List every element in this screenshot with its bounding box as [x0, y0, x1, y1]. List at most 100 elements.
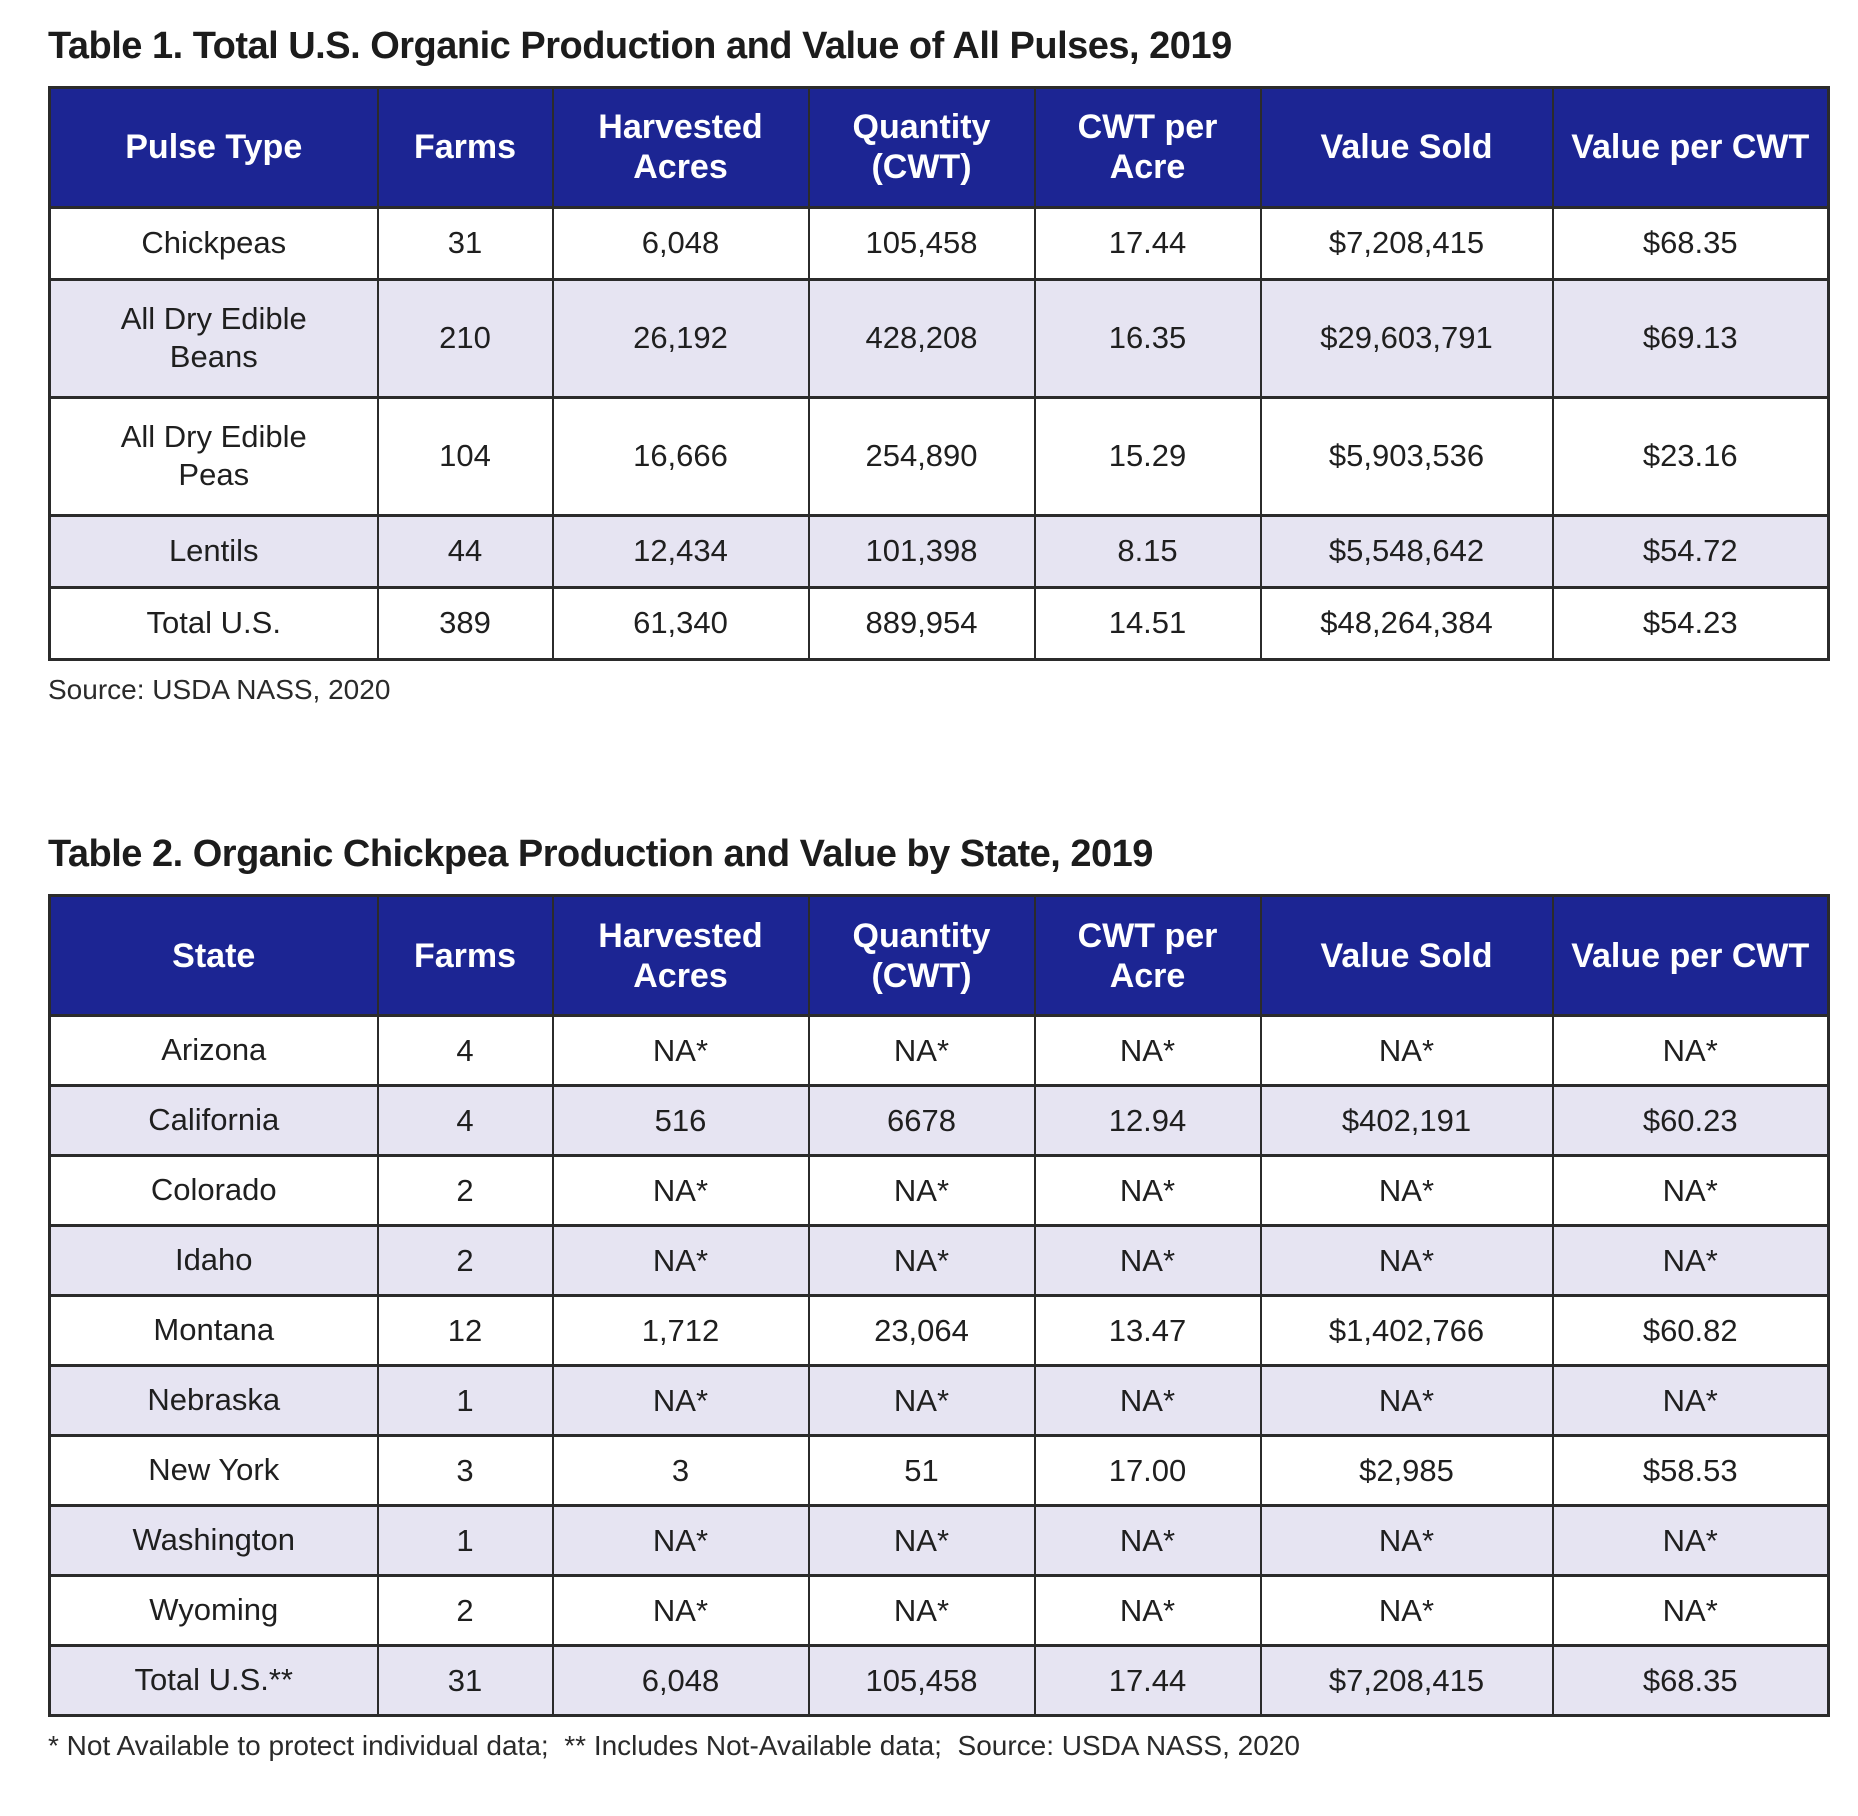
column-header-quantity-cwt: Quantity (CWT) — [807, 85, 1036, 209]
table-cell: NA* — [1033, 1224, 1262, 1298]
table-cell: $23.16 — [1551, 395, 1830, 517]
table-cell: 1,712 — [551, 1294, 810, 1368]
table-cell: 16.35 — [1033, 277, 1262, 399]
table-row-montana: Montana 12 1,712 23,064 13.47 $1,402,766… — [48, 1294, 1830, 1368]
table-cell: NA* — [551, 1014, 810, 1088]
table-cell: All Dry Edible Peas — [48, 395, 379, 517]
table-cell: $5,548,642 — [1259, 513, 1554, 589]
table-cell: 61,340 — [551, 585, 810, 661]
table-cell: NA* — [1033, 1364, 1262, 1438]
table-cell: NA* — [1259, 1014, 1554, 1088]
table-cell: 1 — [376, 1364, 554, 1438]
table-cell: NA* — [551, 1224, 810, 1298]
table-cell: $402,191 — [1259, 1084, 1554, 1158]
table-cell: 3 — [551, 1434, 810, 1508]
table-cell: NA* — [1033, 1504, 1262, 1578]
table-row-lentils: Lentils 44 12,434 101,398 8.15 $5,548,64… — [48, 513, 1830, 589]
table-cell: 105,458 — [807, 205, 1036, 281]
table-cell: NA* — [1033, 1574, 1262, 1648]
table-cell: NA* — [1259, 1224, 1554, 1298]
column-header-harvested-acres: Harvested Acres — [551, 894, 810, 1018]
table-row-nebraska: Nebraska 1 NA* NA* NA* NA* NA* — [48, 1364, 1830, 1438]
table-cell: 428,208 — [807, 277, 1036, 399]
table-cell: NA* — [807, 1574, 1036, 1648]
table-cell: NA* — [551, 1504, 810, 1578]
column-header-cwt-per-acre: CWT per Acre — [1033, 85, 1262, 209]
table-cell: NA* — [1551, 1574, 1830, 1648]
table-cell: Montana — [48, 1294, 379, 1368]
table-cell: $1,402,766 — [1259, 1294, 1554, 1368]
table2-header-row: State Farms Harvested Acres Quantity (CW… — [48, 894, 1830, 1018]
table-cell: 17.44 — [1033, 1644, 1262, 1718]
table-row-dry-edible-beans: All Dry Edible Beans 210 26,192 428,208 … — [48, 277, 1830, 399]
table-row-total-us: Total U.S. 389 61,340 889,954 14.51 $48,… — [48, 585, 1830, 661]
table-cell: NA* — [1259, 1364, 1554, 1438]
table-cell: NA* — [807, 1154, 1036, 1228]
table1-pulses: Pulse Type Farms Harvested Acres Quantit… — [48, 85, 1830, 661]
table-cell: 12 — [376, 1294, 554, 1368]
table-cell: NA* — [807, 1224, 1036, 1298]
table-cell: New York — [48, 1434, 379, 1508]
column-header-farms: Farms — [376, 894, 554, 1018]
section-gap — [48, 706, 1827, 834]
table-cell: $54.72 — [1551, 513, 1830, 589]
table-row-idaho: Idaho 2 NA* NA* NA* NA* NA* — [48, 1224, 1830, 1298]
table-cell: NA* — [1551, 1014, 1830, 1088]
table2-title: Table 2. Organic Chickpea Production and… — [48, 833, 1153, 876]
table-cell: NA* — [551, 1574, 810, 1648]
table-cell: All Dry Edible Beans — [48, 277, 379, 399]
table1-header-row: Pulse Type Farms Harvested Acres Quantit… — [48, 85, 1830, 209]
table-cell: Wyoming — [48, 1574, 379, 1648]
table-row-california: California 4 516 6678 12.94 $402,191 $60… — [48, 1084, 1830, 1158]
table-cell: 16,666 — [551, 395, 810, 517]
table-cell: 13.47 — [1033, 1294, 1262, 1368]
table-cell: Washington — [48, 1504, 379, 1578]
table-row-arizona: Arizona 4 NA* NA* NA* NA* NA* — [48, 1014, 1830, 1088]
table-cell: Chickpeas — [48, 205, 379, 281]
table-cell: NA* — [1551, 1224, 1830, 1298]
table-cell: Lentils — [48, 513, 379, 589]
table-row-wyoming: Wyoming 2 NA* NA* NA* NA* NA* — [48, 1574, 1830, 1648]
table-cell: 12.94 — [1033, 1084, 1262, 1158]
table-cell: 104 — [376, 395, 554, 517]
table-row-total-us: Total U.S.** 31 6,048 105,458 17.44 $7,2… — [48, 1644, 1830, 1718]
table-cell: 31 — [376, 1644, 554, 1718]
table-cell: 31 — [376, 205, 554, 281]
column-header-value-per-cwt: Value per CWT — [1551, 894, 1830, 1018]
table-cell: $5,903,536 — [1259, 395, 1554, 517]
column-header-harvested-acres: Harvested Acres — [551, 85, 810, 209]
table-cell: NA* — [1551, 1364, 1830, 1438]
table-cell: 15.29 — [1033, 395, 1262, 517]
column-header-value-sold: Value Sold — [1259, 85, 1554, 209]
table-cell: NA* — [807, 1504, 1036, 1578]
table-cell: $68.35 — [1551, 1644, 1830, 1718]
table-cell: 23,064 — [807, 1294, 1036, 1368]
table-cell: $2,985 — [1259, 1434, 1554, 1508]
table-cell: NA* — [1033, 1154, 1262, 1228]
table-cell: NA* — [1259, 1154, 1554, 1228]
table-cell: 6,048 — [551, 1644, 810, 1718]
table2-chickpeas-by-state: State Farms Harvested Acres Quantity (CW… — [48, 894, 1830, 1718]
table-cell: $29,603,791 — [1259, 277, 1554, 399]
table-cell: 44 — [376, 513, 554, 589]
column-header-cwt-per-acre: CWT per Acre — [1033, 894, 1262, 1018]
table-cell: $68.35 — [1551, 205, 1830, 281]
table-cell: $58.53 — [1551, 1434, 1830, 1508]
table-cell: 516 — [551, 1084, 810, 1158]
column-header-quantity-cwt: Quantity (CWT) — [807, 894, 1036, 1018]
table-cell: $69.13 — [1551, 277, 1830, 399]
column-header-value-sold: Value Sold — [1259, 894, 1554, 1018]
table-cell: 389 — [376, 585, 554, 661]
table-cell: 2 — [376, 1154, 554, 1228]
table1-source-note: Source: USDA NASS, 2020 — [48, 673, 391, 705]
table-cell: 889,954 — [807, 585, 1036, 661]
table-cell: $48,264,384 — [1259, 585, 1554, 661]
table-row-washington: Washington 1 NA* NA* NA* NA* NA* — [48, 1504, 1830, 1578]
table-cell: Idaho — [48, 1224, 379, 1298]
table-cell: Colorado — [48, 1154, 379, 1228]
table-cell: 8.15 — [1033, 513, 1262, 589]
column-header-state: State — [48, 894, 379, 1018]
table-cell: NA* — [1259, 1574, 1554, 1648]
table-cell: NA* — [1259, 1504, 1554, 1578]
table-cell: NA* — [551, 1364, 810, 1438]
